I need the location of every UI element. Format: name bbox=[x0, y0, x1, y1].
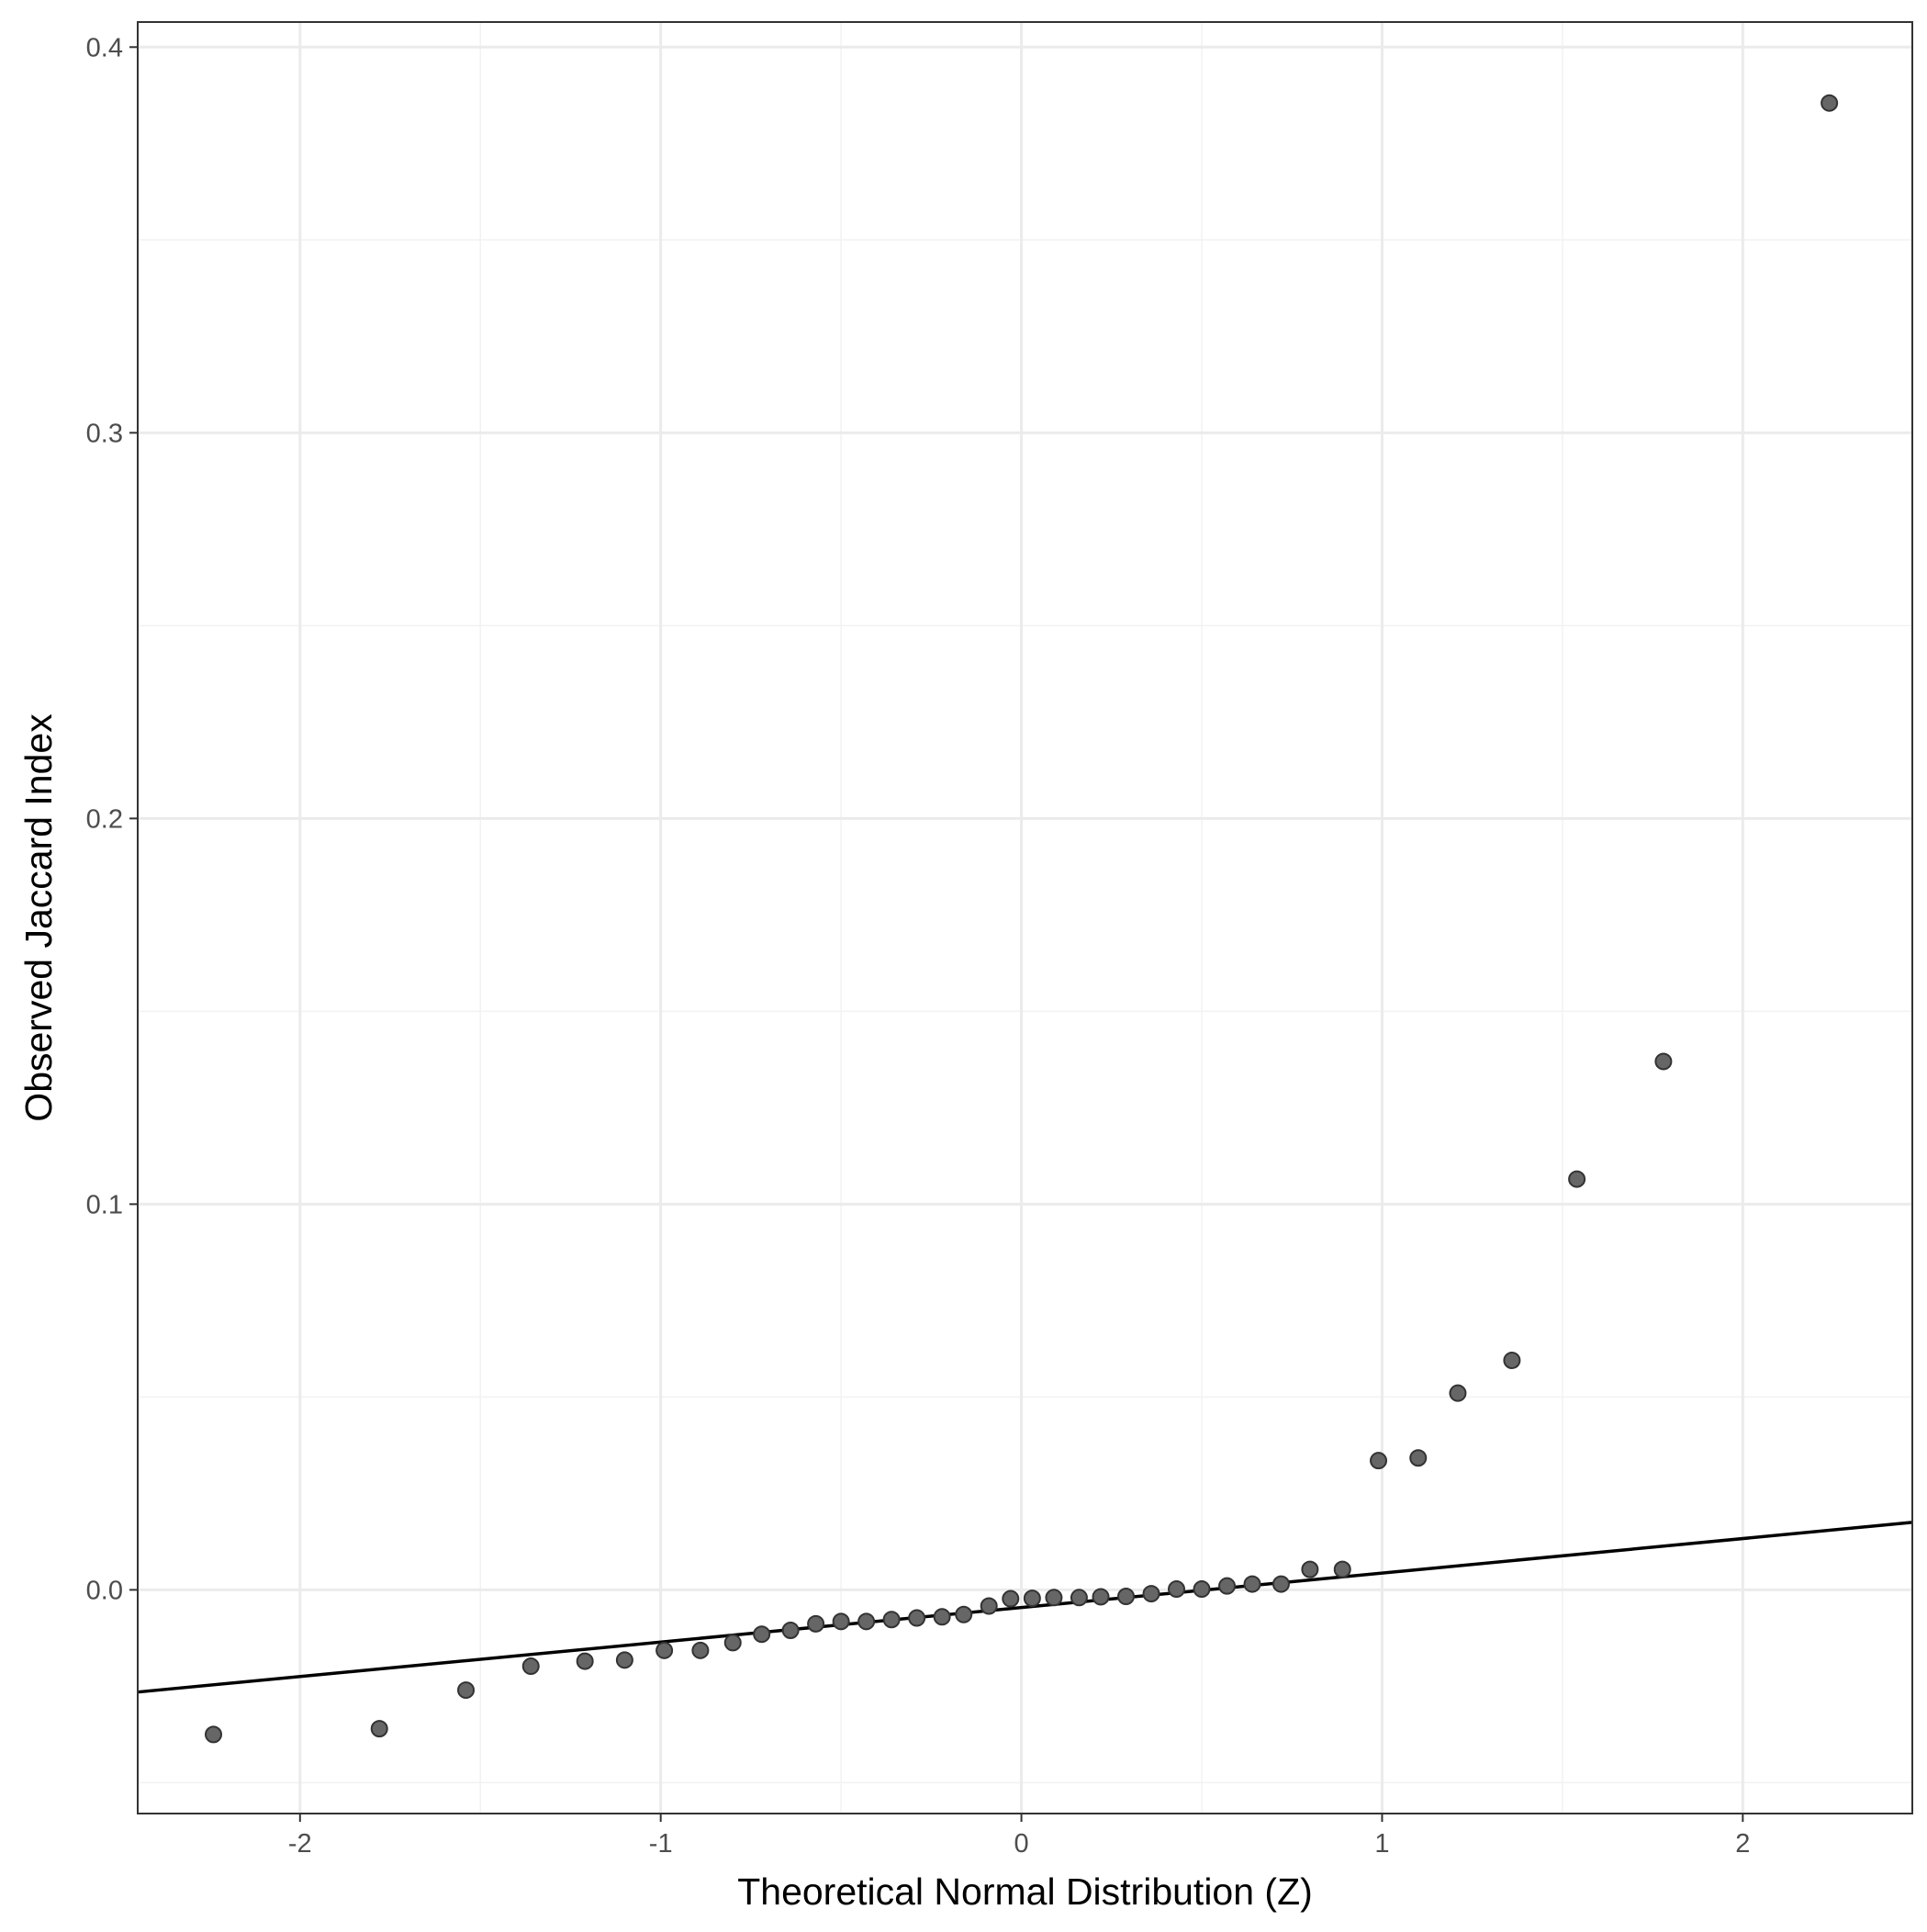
x-axis-title: Theoretical Normal Distribution (Z) bbox=[737, 1870, 1313, 1913]
data-point bbox=[1070, 1589, 1088, 1607]
data-point bbox=[1092, 1588, 1110, 1606]
data-point bbox=[205, 1725, 223, 1744]
data-point bbox=[781, 1621, 800, 1639]
data-point bbox=[615, 1651, 633, 1669]
data-point bbox=[1568, 1170, 1586, 1188]
x-tick-label: 0 bbox=[1014, 1829, 1029, 1859]
panel-border bbox=[137, 21, 1913, 1814]
data-point bbox=[955, 1605, 973, 1623]
data-point bbox=[1023, 1589, 1041, 1608]
data-point bbox=[1503, 1351, 1521, 1369]
y-axis-title: Observed Jaccard Index bbox=[17, 713, 60, 1122]
grid-layer bbox=[138, 22, 1912, 1814]
data-point bbox=[1243, 1575, 1261, 1593]
data-point bbox=[370, 1720, 388, 1738]
data-point bbox=[832, 1612, 850, 1631]
data-point bbox=[576, 1652, 594, 1670]
data-point bbox=[1821, 94, 1839, 112]
qq-reference-line bbox=[137, 1521, 1913, 1694]
x-tick-label: -2 bbox=[288, 1829, 312, 1859]
ticks-layer: -2 -1 0 1 2 0.0 0.1 0.2 0.3 0.4 bbox=[86, 33, 1751, 1859]
y-tick-label: 0.3 bbox=[86, 419, 123, 448]
y-tick-label: 0.2 bbox=[86, 804, 123, 834]
data-point bbox=[1370, 1452, 1388, 1470]
data-point bbox=[1272, 1575, 1290, 1593]
x-tick-label: 1 bbox=[1374, 1829, 1389, 1859]
data-point bbox=[753, 1625, 771, 1644]
data-point bbox=[933, 1608, 951, 1626]
data-point bbox=[1142, 1585, 1160, 1603]
data-point bbox=[1117, 1588, 1136, 1606]
reference-line-layer bbox=[137, 1521, 1913, 1694]
data-point bbox=[1168, 1580, 1186, 1599]
data-point bbox=[1193, 1580, 1211, 1599]
data-point bbox=[980, 1597, 998, 1615]
data-point bbox=[857, 1612, 876, 1631]
data-point bbox=[723, 1634, 742, 1652]
data-point bbox=[1449, 1384, 1467, 1402]
data-point bbox=[1333, 1560, 1351, 1578]
data-point bbox=[521, 1657, 540, 1676]
data-point bbox=[1301, 1560, 1319, 1578]
x-tick-label: 2 bbox=[1735, 1829, 1750, 1859]
data-point bbox=[457, 1681, 476, 1700]
data-point bbox=[908, 1609, 926, 1627]
x-tick-label: -1 bbox=[649, 1829, 673, 1859]
data-point bbox=[1002, 1589, 1020, 1608]
y-tick-label: 0.4 bbox=[86, 33, 123, 62]
data-point bbox=[1218, 1577, 1237, 1595]
data-point bbox=[807, 1614, 825, 1633]
data-point bbox=[1409, 1449, 1428, 1467]
data-point bbox=[655, 1641, 674, 1659]
data-point bbox=[1045, 1589, 1063, 1607]
data-point bbox=[882, 1611, 901, 1629]
y-tick-label: 0.0 bbox=[86, 1576, 123, 1605]
data-point bbox=[691, 1641, 710, 1659]
data-point bbox=[1654, 1052, 1673, 1071]
y-tick-label: 0.1 bbox=[86, 1190, 123, 1219]
points-layer bbox=[205, 94, 1839, 1744]
